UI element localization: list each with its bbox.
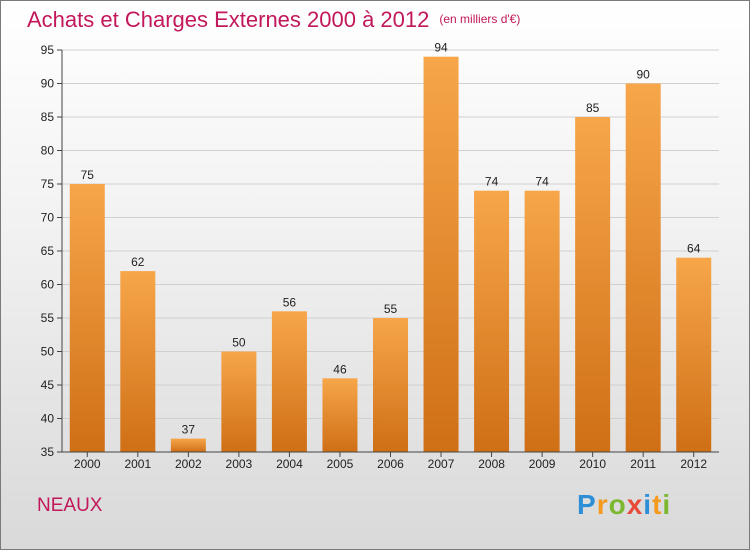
y-tick-label: 95 (41, 43, 55, 57)
chart-title-text: Achats et Charges Externes 2000 à 2012 (27, 7, 430, 32)
x-tick-label: 2002 (175, 457, 202, 471)
bar (271, 311, 307, 452)
bar (423, 56, 459, 452)
bar-value-label: 37 (182, 423, 196, 437)
bar-value-label: 85 (586, 101, 600, 115)
chart-title: Achats et Charges Externes 2000 à 2012 (e… (27, 7, 520, 33)
commune-name: NEAUX (37, 495, 103, 516)
y-tick-label: 50 (41, 345, 55, 359)
y-tick-label: 90 (41, 77, 55, 91)
bar (170, 438, 206, 452)
bar (373, 318, 408, 452)
x-tick-label: 2004 (276, 457, 303, 471)
x-tick-label: 2000 (74, 457, 101, 471)
bar-value-label: 90 (637, 68, 651, 82)
y-tick-label: 55 (41, 311, 55, 325)
x-tick-label: 2012 (680, 457, 707, 471)
logo-letter: i (662, 489, 672, 520)
x-tick-label: 2003 (226, 457, 253, 471)
logo-letter: r (596, 489, 609, 520)
y-tick-label: 60 (41, 278, 55, 292)
y-tick-label: 35 (41, 445, 55, 459)
bar-value-label: 94 (434, 41, 448, 55)
bar (625, 83, 661, 452)
bar (524, 190, 560, 452)
y-tick-label: 70 (41, 211, 55, 225)
y-tick-label: 40 (41, 412, 55, 426)
logo-letter: x (626, 489, 644, 520)
bar (322, 378, 358, 452)
logo-letter: t (652, 489, 663, 520)
bar-value-label: 62 (131, 255, 145, 269)
y-tick-label: 85 (41, 110, 55, 124)
x-tick-label: 2001 (124, 457, 151, 471)
x-tick-label: 2008 (478, 457, 505, 471)
bar-value-label: 74 (535, 175, 549, 189)
chart-unit: (en milliers d'€) (439, 12, 521, 26)
bar-value-label: 50 (232, 336, 246, 350)
y-tick-label: 65 (41, 244, 55, 258)
logo-letter: P (577, 489, 597, 520)
bar (676, 257, 712, 452)
axes: 35 40 45 50 55 60 65 70 75 80 85 90 95 2000 2001 2002 20… (41, 43, 719, 471)
bar (120, 271, 156, 452)
bar (69, 184, 105, 452)
x-tick-label: 2007 (428, 457, 455, 471)
bars: 75 62 37 50 56 46 55 94 74 74 85 90 64 (69, 41, 712, 452)
bar (575, 117, 611, 452)
bar-value-label: 55 (384, 302, 398, 316)
logo-letter: o (608, 489, 627, 520)
x-tick-label: 2010 (579, 457, 606, 471)
bar-value-label: 74 (485, 175, 499, 189)
x-tick-label: 2005 (327, 457, 354, 471)
y-tick-label: 80 (41, 144, 55, 158)
bar-value-label: 46 (333, 362, 347, 376)
bar-value-label: 75 (81, 168, 95, 182)
x-tick-label: 2011 (630, 457, 656, 471)
y-tick-label: 75 (41, 177, 55, 191)
proxiti-logo: Proxiti (577, 489, 671, 521)
logo-letter: i (643, 489, 653, 520)
x-tick-label: 2009 (529, 457, 556, 471)
y-tick-label: 45 (41, 378, 55, 392)
x-tick-label: 2006 (377, 457, 404, 471)
bar-value-label: 56 (283, 295, 297, 309)
bar (221, 351, 257, 452)
bar-value-label: 64 (687, 242, 701, 256)
bar (474, 190, 510, 452)
